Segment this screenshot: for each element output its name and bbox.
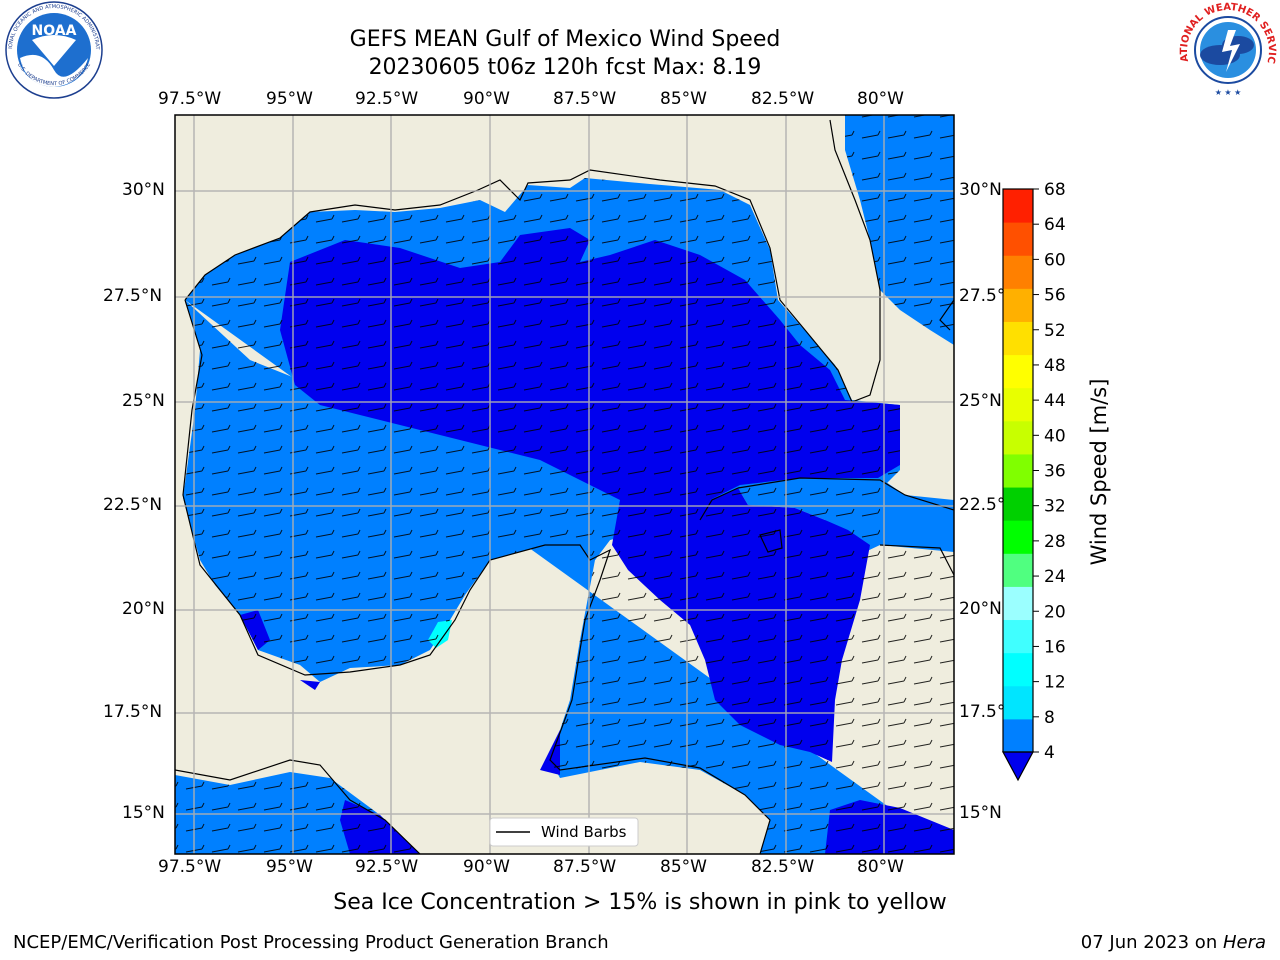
map-title-line2: 20230605 t06z 120h fcst Max: 8.19 (368, 55, 762, 80)
map-legend: Wind Barbs (489, 817, 639, 847)
lat-tick-left: 30°N (122, 180, 165, 200)
colorbar-tick-label: 20 (1044, 602, 1066, 622)
lon-tick-bottom: 87.5°W (553, 857, 617, 877)
colorbar-tick-label: 28 (1044, 532, 1066, 552)
lat-tick-right: 22.5° (959, 495, 1006, 515)
colorbar-tick-label: 16 (1044, 637, 1066, 657)
lon-tick-bottom: 92.5°W (355, 857, 419, 877)
colorbar-label: Wind Speed [m/s] (1087, 379, 1111, 566)
colorbar-segment (1003, 453, 1033, 488)
lat-tick-right: 27.5° (959, 286, 1006, 306)
lon-tick-top: 95°W (266, 89, 313, 109)
nws-logo: NATIONAL WEATHER SERVICE ★ ★ ★ (1176, 0, 1277, 97)
colorbar-segment (1003, 255, 1033, 289)
lon-tick-top: 87.5°W (553, 89, 617, 109)
colorbar-segment (1003, 321, 1033, 356)
lon-tick-top: 92.5°W (355, 89, 419, 109)
colorbar-segment (1003, 420, 1033, 455)
lon-tick-bottom: 97.5°W (158, 857, 222, 877)
lon-tick-top: 82.5°W (751, 89, 815, 109)
lon-tick-bottom: 85°W (660, 857, 707, 877)
lat-tick-left: 25°N (122, 391, 165, 411)
colorbar-segment (1003, 685, 1033, 720)
footer-host: Hera (1222, 932, 1266, 953)
lon-tick-bottom: 82.5°W (751, 857, 815, 877)
colorbar-tick-label: 52 (1044, 321, 1066, 341)
colorbar-segment (1003, 718, 1033, 753)
lon-tick-top: 80°W (857, 89, 904, 109)
colorbar-segment (1003, 553, 1033, 587)
colorbar-tick-label: 48 (1044, 356, 1066, 376)
colorbar-segment (1003, 652, 1033, 687)
map-title-line1: GEFS MEAN Gulf of Mexico Wind Speed (349, 27, 781, 52)
colorbar-segment (1003, 222, 1033, 256)
colorbar-tick-label: 68 (1044, 180, 1066, 200)
lat-tick-right: 17.5° (959, 702, 1006, 722)
colorbar-tick-label: 4 (1044, 743, 1055, 763)
colorbar-tick-label: 8 (1044, 708, 1055, 728)
lat-tick-left: 17.5°N (103, 702, 163, 722)
lat-tick-right: 25°N (959, 391, 1002, 411)
svg-text:★ ★ ★: ★ ★ ★ (1215, 88, 1242, 97)
lat-tick-right: 20°N (959, 599, 1002, 619)
colorbar-tick-label: 24 (1044, 567, 1066, 587)
noaa-logo-text: NOAA (32, 23, 77, 39)
colorbar-segment (1003, 586, 1033, 621)
colorbar-tick-label: 12 (1044, 673, 1066, 693)
noaa-logo: NOAA NATIONAL OCEANIC AND ATMOSPHERIC AD… (2, 0, 103, 99)
lat-tick-right: 30°N (959, 180, 1002, 200)
colorbar-segment (1003, 354, 1033, 389)
lon-tick-top: 97.5°W (158, 89, 222, 109)
lon-tick-bottom: 95°W (266, 857, 313, 877)
colorbar-segment (1003, 487, 1033, 521)
colorbar: 68 64 60 56 52 48 44 40 36 32 28 24 20 16 12 8 4 Wind Sp… (1001, 180, 1111, 782)
colorbar-tick-label: 60 (1044, 250, 1066, 270)
legend-label: Wind Barbs (541, 823, 627, 841)
lon-tick-top: 90°W (463, 89, 510, 109)
colorbar-segment (1003, 520, 1033, 554)
colorbar-segment (1003, 387, 1033, 422)
colorbar-tick-label: 32 (1044, 497, 1066, 517)
colorbar-tick-label: 40 (1044, 426, 1066, 446)
lat-tick-right: 15°N (959, 803, 1002, 823)
colorbar-segment (1003, 189, 1033, 223)
colorbar-tick-label: 64 (1044, 215, 1066, 235)
lat-tick-left: 22.5°N (103, 495, 163, 515)
lon-tick-top: 85°W (660, 89, 707, 109)
map-frame (174, 114, 955, 855)
colorbar-tick-label: 56 (1044, 286, 1066, 306)
footer-branch: NCEP/EMC/Verification Post Processing Pr… (13, 932, 609, 953)
lon-tick-bottom: 80°W (857, 857, 904, 877)
map-grid (175, 115, 954, 854)
colorbar-under-triangle (1001, 751, 1035, 782)
lat-tick-left: 15°N (122, 803, 165, 823)
lat-tick-left: 20°N (122, 599, 165, 619)
lat-tick-left: 27.5°N (103, 286, 163, 306)
footer-date-text: 07 Jun 2023 on (1080, 932, 1223, 953)
footer-date: 07 Jun 2023 on Hera (1081, 932, 1266, 953)
colorbar-segment (1003, 619, 1033, 654)
colorbar-tick-label: 36 (1044, 462, 1066, 482)
lon-tick-bottom: 90°W (463, 857, 510, 877)
sea-ice-note: Sea Ice Concentration > 15% is shown in … (333, 890, 947, 915)
colorbar-tick-label: 44 (1044, 391, 1066, 411)
colorbar-segment (1003, 288, 1033, 322)
